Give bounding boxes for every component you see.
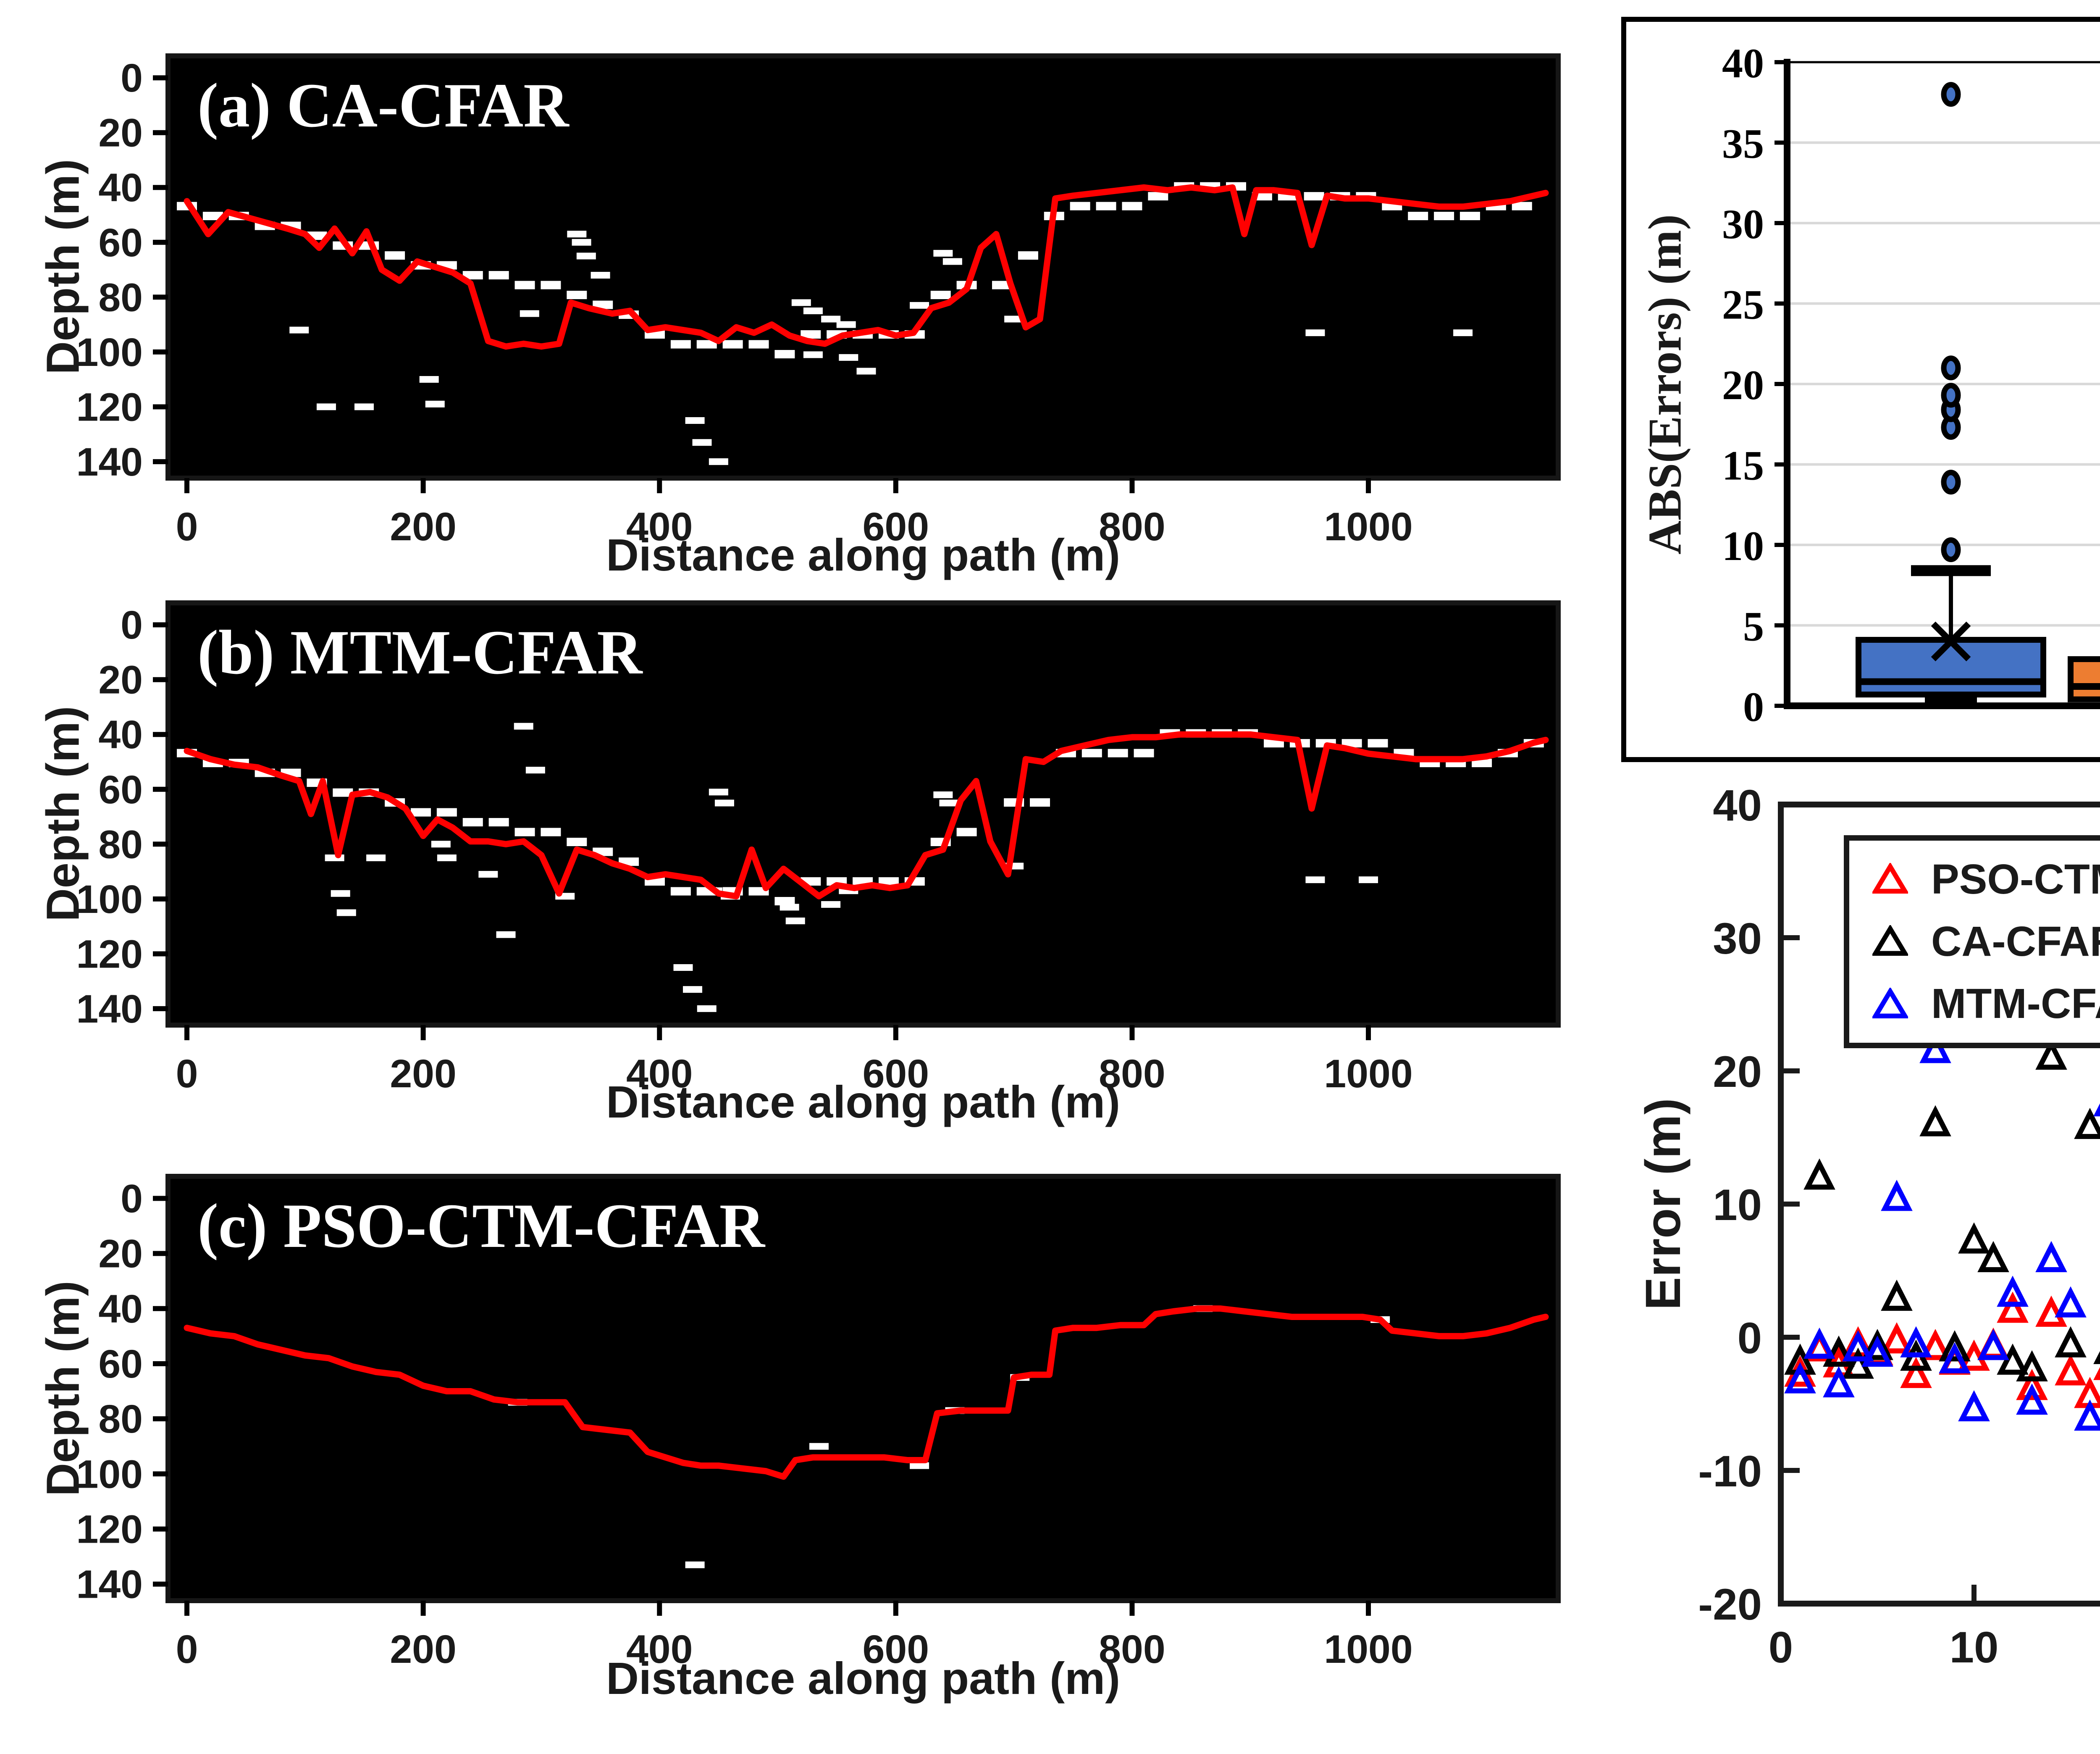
panel-c-yaxis-label: Depth (m) — [37, 1281, 89, 1496]
panel-b-xaxis-label: Distance along path (m) — [606, 1076, 1121, 1127]
svg-text:25: 25 — [1722, 281, 1764, 328]
svg-text:600: 600 — [863, 1052, 929, 1096]
panel-c-xaxis-label: Distance along path (m) — [606, 1653, 1121, 1704]
svg-text:200: 200 — [390, 1627, 457, 1672]
svg-text:0: 0 — [1769, 1623, 1793, 1672]
legend-row-ca-cfar: CA-CFAR — [1872, 910, 2100, 973]
svg-text:0: 0 — [121, 603, 143, 647]
svg-text:60: 60 — [98, 221, 143, 265]
legend-label-ca: CA-CFAR — [1931, 918, 2100, 965]
svg-text:40: 40 — [1722, 40, 1764, 87]
legend-row-pso-ctm-cfar: PSO-CTM-CFAR — [1872, 848, 2100, 910]
svg-text:600: 600 — [863, 1627, 929, 1672]
svg-text:400: 400 — [626, 1052, 693, 1096]
panel-d-yaxis-label: ABS(Errors) (m) — [1639, 214, 1691, 555]
panel-e-xaxis-label: Trace — [1781, 1689, 2100, 1746]
svg-text:1000: 1000 — [1324, 505, 1412, 549]
svg-text:200: 200 — [390, 505, 457, 549]
svg-text:0: 0 — [176, 1627, 198, 1672]
triangle-marker-icon — [1872, 863, 1908, 894]
svg-text:80: 80 — [98, 275, 143, 320]
svg-text:80: 80 — [98, 822, 143, 867]
legend-label-pso: PSO-CTM-CFAR — [1931, 855, 2100, 903]
panel-a-xaxis-label: Distance along path (m) — [606, 529, 1121, 580]
box-series-ca-cfar — [1856, 82, 2046, 708]
svg-text:400: 400 — [626, 505, 693, 549]
legend-row-mtm-cfar: MTM-CFAR — [1872, 973, 2100, 1035]
svg-text:30: 30 — [1722, 201, 1764, 247]
panel-c-title: (c) PSO-CTM-CFAR — [197, 1191, 765, 1261]
svg-text:200: 200 — [390, 1052, 457, 1096]
svg-text:60: 60 — [98, 1342, 143, 1386]
box-series-mtm-cfar — [2068, 656, 2100, 702]
panel-d-border — [1621, 17, 2100, 762]
radargram-c: 0 200 400 600 800 1000 0 20 40 60 80 100 120 140 — [76, 1174, 1561, 1672]
svg-text:10: 10 — [1950, 1623, 1999, 1672]
svg-text:0: 0 — [121, 1176, 143, 1221]
svg-text:5: 5 — [1743, 603, 1764, 650]
svg-text:-10: -10 — [1698, 1447, 1762, 1496]
svg-text:80: 80 — [98, 1397, 143, 1441]
svg-text:20: 20 — [1722, 362, 1764, 408]
svg-text:0: 0 — [1743, 684, 1764, 730]
svg-text:0: 0 — [1738, 1314, 1762, 1363]
svg-text:600: 600 — [863, 505, 929, 549]
svg-text:120: 120 — [76, 932, 143, 976]
panel-b-yaxis-label: Depth (m) — [37, 706, 89, 922]
svg-text:100: 100 — [76, 330, 143, 375]
svg-text:120: 120 — [76, 1507, 143, 1552]
svg-text:10: 10 — [1722, 523, 1764, 569]
triangle-marker-icon — [1872, 925, 1908, 956]
svg-text:15: 15 — [1722, 442, 1764, 489]
svg-text:800: 800 — [1099, 505, 1166, 549]
svg-text:800: 800 — [1099, 1052, 1166, 1096]
svg-text:35: 35 — [1722, 121, 1764, 167]
svg-text:60: 60 — [98, 768, 143, 812]
legend-label-mtm: MTM-CFAR — [1931, 980, 2100, 1028]
panel-b-title: (b) MTM-CFAR — [197, 618, 643, 687]
svg-text:40: 40 — [1713, 781, 1762, 830]
svg-text:0: 0 — [121, 56, 143, 100]
panel-a-yaxis-label: Depth (m) — [37, 159, 89, 375]
svg-text:20: 20 — [1713, 1047, 1762, 1097]
triangle-marker-icon — [1872, 987, 1908, 1018]
svg-text:140: 140 — [76, 987, 143, 1031]
svg-text:1000: 1000 — [1324, 1627, 1412, 1672]
svg-text:400: 400 — [626, 1627, 693, 1672]
svg-text:40: 40 — [98, 166, 143, 210]
radargram-a: 0 200 400 600 800 1000 0 20 40 60 80 100 120 140 — [76, 53, 1561, 549]
svg-text:10: 10 — [1713, 1181, 1762, 1230]
panel-e-yaxis-label: Error (m) — [1635, 1098, 1691, 1310]
svg-text:140: 140 — [76, 440, 143, 484]
svg-text:100: 100 — [76, 1452, 143, 1496]
svg-text:120: 120 — [76, 385, 143, 429]
svg-text:20: 20 — [98, 111, 143, 155]
svg-text:-20: -20 — [1698, 1580, 1762, 1629]
box-plot: 0 5 10 15 20 25 30 35 40 — [1722, 40, 2100, 730]
svg-text:100: 100 — [76, 877, 143, 922]
svg-text:800: 800 — [1099, 1627, 1166, 1672]
scatter-series-mtm-cfar — [1784, 1032, 2100, 1431]
svg-text:140: 140 — [76, 1562, 143, 1607]
svg-text:20: 20 — [98, 1232, 143, 1276]
radargram-b: 0 200 400 600 800 1000 0 20 40 60 80 100 120 140 — [76, 600, 1561, 1096]
svg-text:20: 20 — [98, 658, 143, 702]
svg-text:40: 40 — [98, 1287, 143, 1331]
panel-e-legend: PSO-CTM-CFAR CA-CFAR MTM-CFAR — [1844, 835, 2100, 1048]
panel-a-title: (a) CA-CFAR — [197, 71, 569, 140]
svg-text:0: 0 — [176, 505, 198, 549]
svg-text:40: 40 — [98, 713, 143, 757]
svg-text:1000: 1000 — [1324, 1052, 1412, 1096]
svg-text:30: 30 — [1713, 914, 1762, 963]
svg-text:0: 0 — [176, 1052, 198, 1096]
